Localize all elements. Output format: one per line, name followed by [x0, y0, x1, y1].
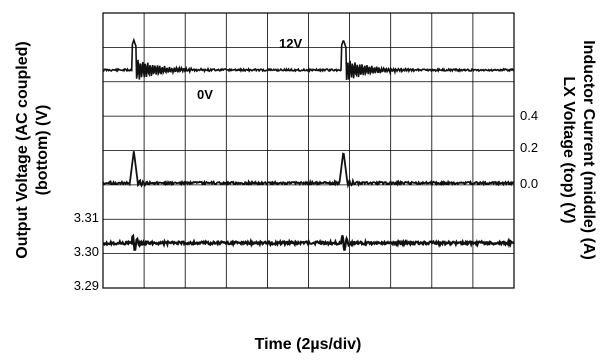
trace-inductor-current: [102, 151, 515, 189]
right-tick-label: 0.4: [520, 108, 538, 123]
annotation-12v: 12V: [279, 36, 302, 51]
trace-lx-voltage: [102, 37, 515, 81]
right-tick-label: 0.0: [520, 176, 538, 191]
left-tick-label: 3.31: [74, 210, 99, 225]
y-axis-title-right-line1: LX Voltage (top) (V): [560, 76, 577, 223]
right-tick-label: 0.2: [520, 140, 538, 155]
y-axis-title-right-line2: Inductor Current (middle) (A): [580, 40, 597, 260]
annotation-0v: 0V: [197, 87, 213, 102]
y-axis-title-left-line2: (bottom) (V): [34, 105, 51, 196]
x-axis-title: Time (2µs/div): [255, 336, 362, 353]
left-tick-label: 3.29: [74, 278, 99, 293]
left-tick-label: 3.30: [74, 244, 99, 259]
y-axis-title-left-line1: Output Voltage (AC coupled): [14, 41, 31, 258]
trace-output-voltage: [102, 233, 515, 252]
traces: [102, 37, 515, 252]
